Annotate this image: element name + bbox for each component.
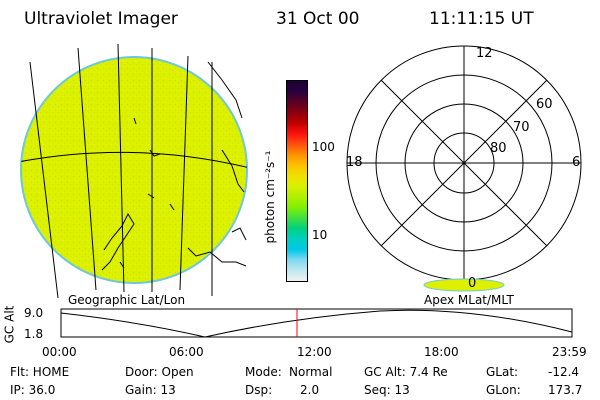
- status-gc-alt: GC Alt: 7.4 Re: [364, 365, 448, 379]
- status-ip: IP: 36.0: [10, 383, 56, 397]
- status-glon-value: 173.7: [548, 383, 583, 397]
- coastlines: [101, 61, 247, 271]
- geographic-image: [20, 43, 248, 299]
- altitude-timeline: [60, 308, 573, 338]
- latitude-line: [21, 151, 247, 169]
- mlt-label-12: 12: [476, 46, 493, 61]
- timeline-x-tick: 18:00: [424, 345, 459, 359]
- longitude-line: [179, 55, 189, 291]
- altitude-curve: [60, 309, 573, 338]
- timeline-x-tick: 12:00: [297, 345, 332, 359]
- mlat-label-60: 60: [536, 97, 553, 112]
- timeline-y-tick-top: 9.0: [24, 306, 44, 320]
- timeline-y-tick-bottom: 1.8: [24, 327, 44, 341]
- coastline: [133, 117, 137, 125]
- status-seq: Seq: 13: [364, 383, 410, 397]
- status-dsp-value: 2.0: [300, 383, 320, 397]
- timeline-x-tick: 06:00: [169, 345, 204, 359]
- mlt-label-0: 0: [468, 276, 477, 291]
- coastline: [169, 203, 175, 211]
- mlt-label-6: 6: [572, 155, 581, 170]
- coastline: [221, 149, 245, 193]
- status-glon-label: GLon:: [486, 383, 521, 397]
- status-door: Door: Open: [125, 365, 194, 379]
- longitude-line: [77, 47, 97, 291]
- color-bar: [286, 80, 308, 282]
- timeline-x-tick: 00:00: [42, 345, 77, 359]
- coastline: [101, 212, 135, 271]
- time-label: 11:11:15 UT: [429, 9, 534, 29]
- coastline: [207, 61, 243, 119]
- coastline: [187, 247, 247, 267]
- status-glat-label: GLat:: [486, 365, 519, 379]
- longitude-lines: [29, 43, 213, 299]
- status-flight: Flt: HOME: [10, 365, 70, 379]
- colorbar-tick-100: 100: [312, 140, 335, 154]
- mlt-label-18: 18: [346, 155, 363, 170]
- coastline: [149, 149, 161, 157]
- status-dsp-label: Dsp:: [245, 383, 273, 397]
- colorbar-tick-10: 10: [312, 228, 328, 242]
- auroral-oval: [423, 278, 505, 292]
- coastline: [147, 193, 155, 199]
- mlat-label-70: 70: [513, 120, 530, 135]
- status-glat-value: -12.4: [548, 365, 580, 379]
- status-gain: Gain: 13: [125, 383, 176, 397]
- geographic-caption: Geographic Lat/Lon: [68, 293, 186, 307]
- coastline: [119, 261, 125, 269]
- status-mode-value: Normal: [289, 365, 333, 379]
- timeline-y-title: GC Alt: [2, 305, 17, 344]
- longitude-line: [117, 43, 125, 293]
- mlat-label-80: 80: [490, 141, 507, 156]
- longitude-line: [29, 61, 59, 299]
- coastline: [231, 227, 247, 241]
- polar-plot: [346, 45, 582, 292]
- status-mode-label: Mode:: [245, 365, 282, 379]
- colorbar-unit-label: photon cm⁻²s⁻¹: [263, 150, 277, 244]
- instrument-title: Ultraviolet Imager: [24, 9, 178, 29]
- timeline-x-tick: 23:59: [552, 345, 587, 359]
- date-label: 31 Oct 00: [276, 9, 360, 29]
- earth-disk: [20, 56, 248, 284]
- apex-caption: Apex MLat/MLT: [424, 293, 514, 307]
- mlt-diagonal: [380, 79, 548, 247]
